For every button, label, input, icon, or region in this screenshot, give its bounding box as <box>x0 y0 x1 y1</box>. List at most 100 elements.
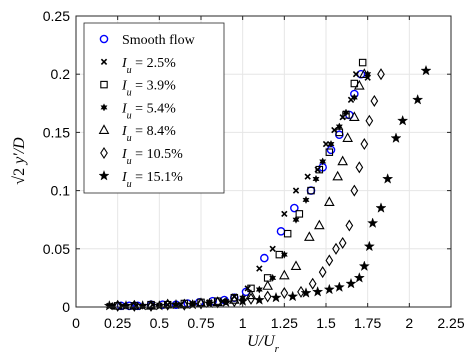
data-point <box>377 68 385 81</box>
data-point <box>350 93 358 102</box>
x-tick-label: 1.5 <box>316 315 336 331</box>
data-point <box>338 236 347 250</box>
data-point <box>269 273 277 282</box>
data-point <box>197 297 205 310</box>
data-point <box>324 196 335 206</box>
data-point <box>342 108 350 117</box>
x-axis-label: U/Ur <box>247 333 280 354</box>
data-point <box>147 299 155 312</box>
data-point <box>332 242 340 255</box>
data-point <box>300 287 312 298</box>
x-tick-label: 0.25 <box>104 315 131 331</box>
data-point <box>314 219 325 230</box>
y-tick-label: 0 <box>62 299 70 315</box>
y-tick-label: 0.15 <box>43 124 70 140</box>
data-point <box>295 210 304 218</box>
data-point <box>245 289 257 300</box>
data-point <box>352 71 360 78</box>
x-tick-label: 1 <box>239 315 247 331</box>
data-point <box>325 148 334 156</box>
data-point <box>130 299 139 312</box>
data-point <box>262 280 273 290</box>
legend-marker <box>100 103 108 112</box>
y-tick-label: 0.1 <box>51 183 71 199</box>
data-point <box>260 253 269 263</box>
legend-marker <box>99 34 109 44</box>
data-point <box>290 203 299 213</box>
data-point <box>358 260 370 271</box>
data-point <box>263 290 272 303</box>
plot-frame <box>75 15 452 308</box>
series-4 <box>109 70 372 310</box>
data-point <box>323 283 335 295</box>
y-tick-label: 0.25 <box>43 8 70 24</box>
data-point <box>390 132 402 143</box>
data-point <box>325 254 334 267</box>
data-point <box>247 292 255 305</box>
data-point <box>332 170 343 181</box>
data-point <box>292 215 300 224</box>
data-point <box>280 287 289 300</box>
data-point <box>345 219 354 232</box>
data-point <box>304 231 315 241</box>
legend-marker <box>98 169 110 181</box>
series-6 <box>113 68 385 312</box>
data-point <box>297 285 305 298</box>
data-point <box>253 294 265 305</box>
data-point <box>203 297 215 309</box>
legend-marker <box>98 124 110 134</box>
data-point <box>354 79 365 90</box>
data-point <box>113 299 122 312</box>
data-point <box>342 132 353 142</box>
data-point <box>349 111 360 122</box>
data-point <box>359 68 370 78</box>
y-tick-label: 0.05 <box>43 241 70 257</box>
y-axis-label: √2 y′/D <box>11 137 28 185</box>
x-tick-label: 0.75 <box>187 315 214 331</box>
data-point <box>353 272 365 283</box>
data-point <box>363 240 375 252</box>
data-points <box>103 58 432 312</box>
data-point <box>335 122 343 131</box>
svg-text:√2 y′/D: √2 y′/D <box>11 137 28 185</box>
legend-entry-label: Iu = 10.5% <box>121 147 183 167</box>
data-point <box>279 269 290 280</box>
data-point <box>360 138 369 151</box>
x-tick-label: 1.25 <box>271 315 298 331</box>
legend-entry-label: Smooth flow <box>122 33 196 48</box>
x-tick-label: 0 <box>72 315 80 331</box>
data-point <box>256 265 263 272</box>
legend-box <box>83 22 225 194</box>
legend-entry-label: Iu = 3.9% <box>121 79 176 99</box>
data-point <box>327 139 335 149</box>
data-point <box>337 155 348 166</box>
data-point <box>220 296 232 308</box>
data-point <box>302 195 310 204</box>
data-point <box>307 186 315 195</box>
data-point <box>180 298 189 311</box>
series-7 <box>103 64 432 311</box>
data-point <box>103 300 115 311</box>
data-point <box>382 173 394 184</box>
data-point <box>255 285 263 294</box>
data-point <box>412 94 424 105</box>
data-point <box>292 187 300 194</box>
data-point <box>287 290 299 302</box>
legend-marker <box>100 146 108 160</box>
data-point <box>319 157 327 166</box>
data-point <box>365 114 374 127</box>
data-point <box>350 184 359 197</box>
legend-marker <box>100 80 108 89</box>
data-point <box>281 210 288 218</box>
x-tick-label: 2.25 <box>437 315 464 331</box>
data-point <box>370 94 379 107</box>
x-tick-label: 0.5 <box>150 315 170 331</box>
data-point <box>120 300 132 311</box>
axis-ticks: 0 0.25 0.5 0.75 1 1.25 1.5 1.75 2 2.25 0 0.05 0.1 0.1… <box>43 8 465 331</box>
data-point <box>375 202 387 213</box>
data-point <box>230 295 239 308</box>
x-tick-label: 2 <box>405 315 413 331</box>
legend: Smooth flow Iu = 2.5% Iu = 3.9%Iu = 5.4% Iu… <box>83 22 225 194</box>
data-point <box>308 277 317 290</box>
